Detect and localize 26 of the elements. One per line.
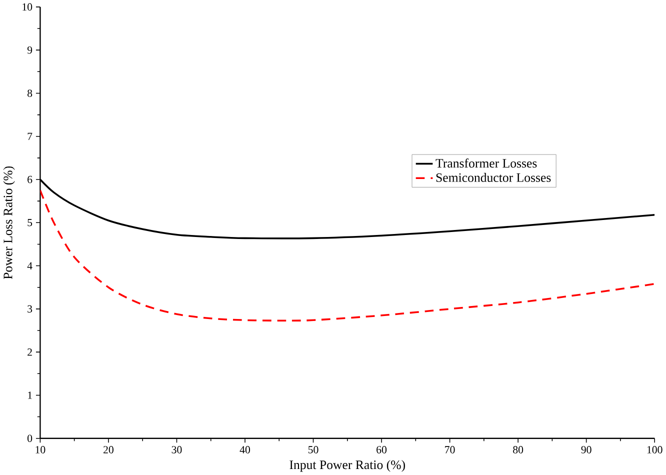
- y-tick-label: 0: [28, 434, 32, 442]
- y-tick-label: 2: [28, 348, 32, 356]
- y-tick-label: 7: [28, 132, 32, 140]
- x-tick-label: 70: [445, 446, 455, 454]
- y-tick-label: 1: [28, 392, 32, 399]
- legend-label: Transformer Losses: [436, 158, 537, 168]
- y-tick-label: 8: [28, 90, 32, 97]
- y-axis-title: Power Loss Ratio (%): [3, 166, 15, 280]
- x-tick-label: 80: [513, 446, 524, 454]
- y-tick-label: 4: [27, 262, 32, 270]
- x-tick-label: 50: [308, 446, 318, 454]
- x-tick-label: 90: [581, 446, 592, 454]
- legend-label: Semiconductor Losses: [436, 172, 551, 182]
- x-tick-label: 10: [36, 446, 46, 454]
- x-tick-label: 100: [647, 446, 662, 454]
- x-tick-label: 30: [172, 446, 182, 454]
- y-tick-label: 9: [27, 46, 32, 54]
- x-tick-label: 40: [240, 446, 250, 454]
- y-tick-label: 10: [22, 3, 32, 11]
- line-series: [40, 189, 655, 322]
- x-tick-label: 20: [104, 446, 114, 454]
- x-tick-label: 60: [376, 446, 387, 454]
- y-tick-label: 5: [28, 219, 32, 226]
- x-axis-title: Input Power Ratio (%): [290, 460, 405, 472]
- y-tick-label: 6: [28, 176, 32, 184]
- y-tick-label: 3: [28, 305, 32, 313]
